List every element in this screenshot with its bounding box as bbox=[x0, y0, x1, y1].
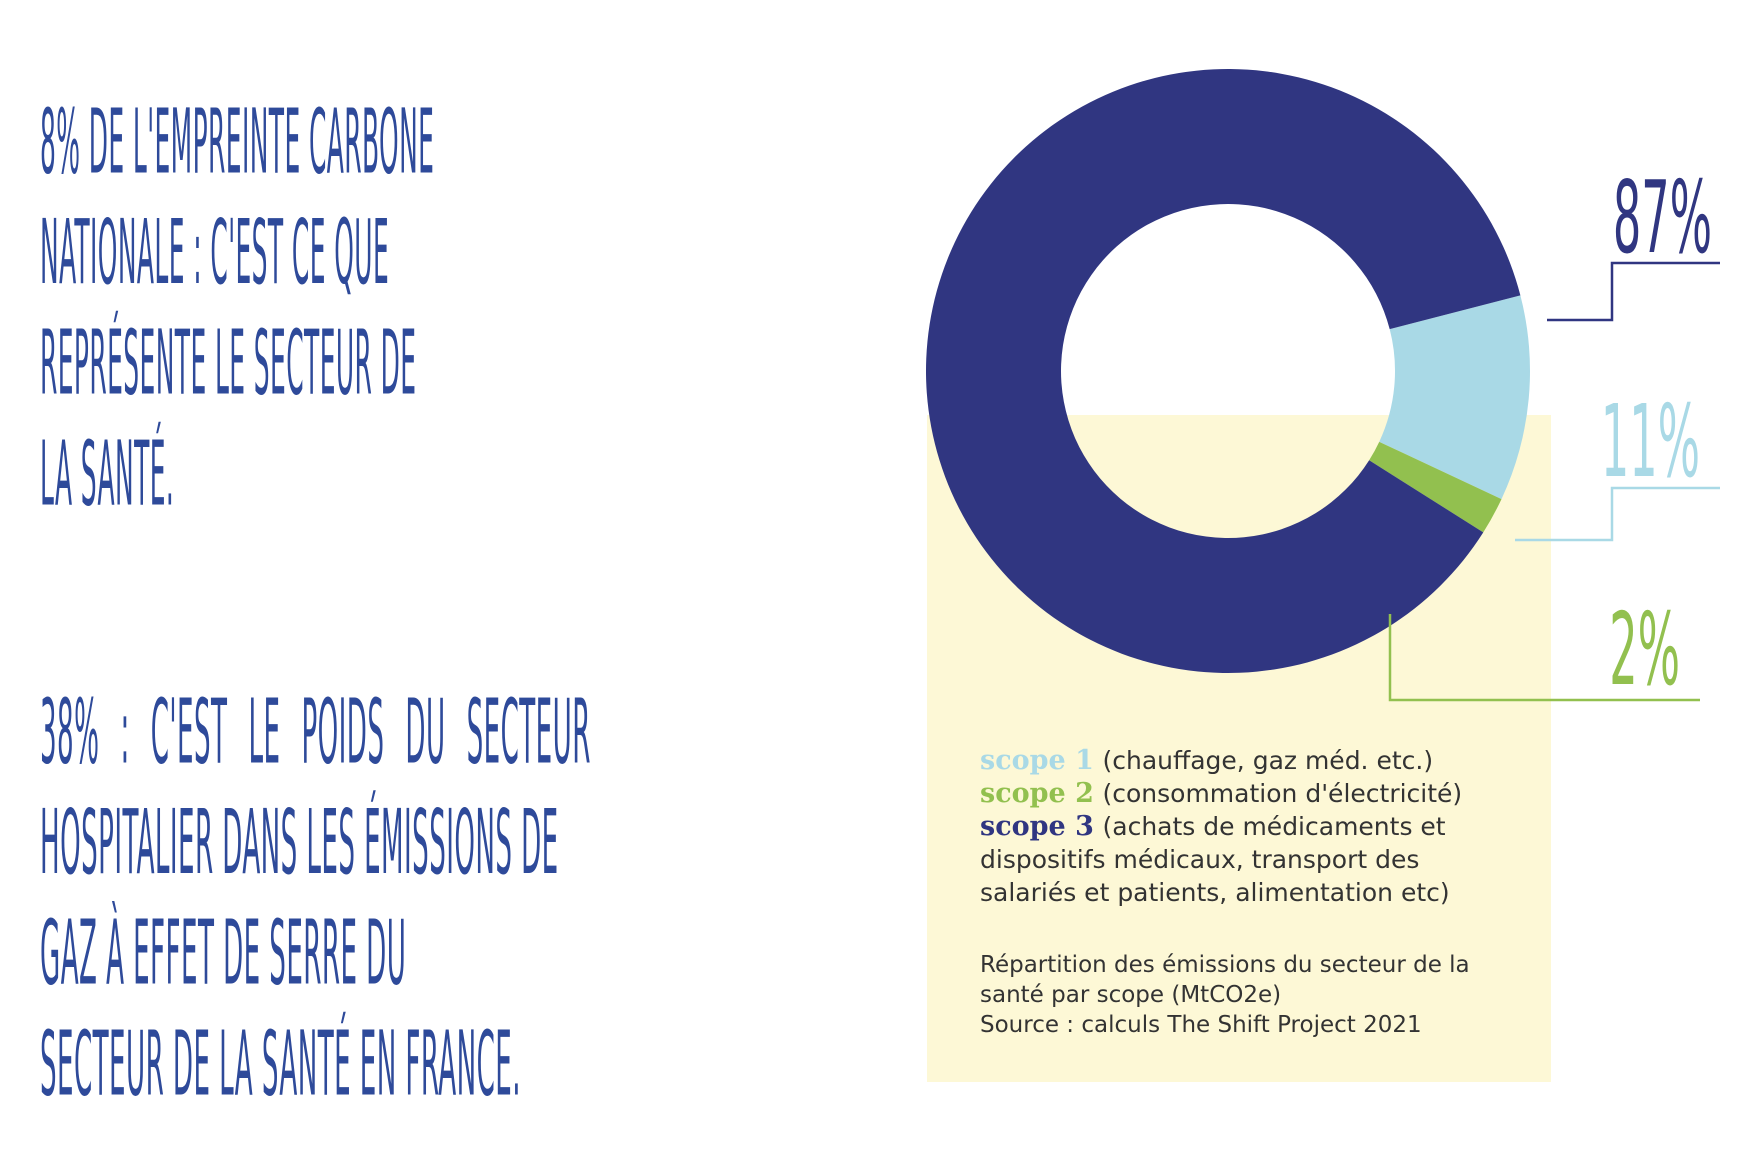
headline-hospital-share: 38% : c'est le poids du secteur hospital… bbox=[40, 679, 591, 1131]
donut-slice-scope-2 bbox=[1369, 441, 1502, 533]
legend-scope-1-name: scope 1 bbox=[980, 745, 1094, 776]
donut-slice-scope-3 bbox=[926, 68, 1521, 673]
legend-scope-2-name: scope 2 bbox=[980, 778, 1094, 809]
percentage-labels: 87% 11% 2% bbox=[1601, 160, 1712, 709]
legend-scope-3-name: scope 3 bbox=[980, 811, 1094, 842]
legend-scope-3-description-line: (achats de médicaments et bbox=[1102, 812, 1446, 841]
caption-line: santé par scope (MtCO2e) bbox=[980, 982, 1282, 1008]
percentage-label-scope-1: 11% bbox=[1601, 384, 1700, 501]
donut-slice-scope-1 bbox=[1379, 295, 1530, 500]
percentage-label-scope-3: 87% bbox=[1613, 160, 1712, 277]
headline-carbon-footprint: 8% de l'empreinte carbone nationale : c'… bbox=[40, 89, 435, 541]
caption-source: Source : calculs The Shift Project 2021 bbox=[980, 1012, 1422, 1038]
legend-scope-2-description: (consommation d'électricité) bbox=[1102, 779, 1463, 808]
caption-line: Répartition des émissions du secteur de … bbox=[980, 952, 1470, 978]
headline-line: 38% : c'est le poids du secteur bbox=[40, 679, 591, 784]
leader-line-scope-1 bbox=[1515, 486, 1720, 542]
percentage-label-scope-2: 2% bbox=[1609, 592, 1680, 709]
headline-line: hospitalier dans les émissions de bbox=[40, 790, 559, 895]
headline-line: gaz à effet de serre du bbox=[40, 901, 407, 1006]
chart-legend: scope 1 (chauffage, gaz méd. etc.) scope… bbox=[980, 744, 1560, 909]
legend-scope-3-description-line: salariés et patients, alimentation etc) bbox=[980, 878, 1450, 907]
legend-item-scope-1: scope 1 (chauffage, gaz méd. etc.) bbox=[980, 744, 1560, 777]
leader-line-scope-3 bbox=[1547, 261, 1720, 322]
donut-slices bbox=[926, 68, 1530, 673]
headline-line: nationale : c'est ce que bbox=[40, 200, 390, 305]
headline-line: la santé. bbox=[40, 422, 175, 526]
legend-item-scope-2: scope 2 (consommation d'électricité) bbox=[980, 777, 1560, 810]
leader-lines bbox=[1388, 261, 1720, 702]
legend-item-scope-3: scope 3 (achats de médicaments et bbox=[980, 810, 1560, 843]
chart-caption: Répartition des émissions du secteur de … bbox=[980, 950, 1560, 1040]
legend-scope-1-description: (chauffage, gaz méd. etc.) bbox=[1102, 746, 1434, 775]
headline-line: secteur de la santé en France. bbox=[40, 1012, 521, 1116]
leader-line-scope-2 bbox=[1388, 614, 1700, 702]
headline-line: représente le secteur de bbox=[40, 311, 417, 416]
headline-line: 8% de l'empreinte carbone bbox=[40, 89, 435, 194]
legend-scope-3-description-line: dispositifs médicaux, transport des bbox=[980, 845, 1420, 874]
